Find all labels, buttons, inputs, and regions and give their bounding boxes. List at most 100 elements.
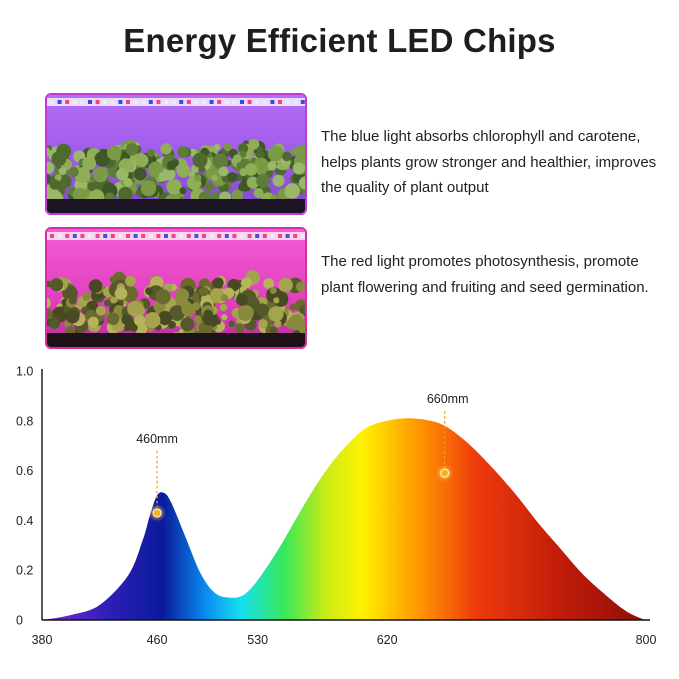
- leaf: [118, 186, 133, 202]
- leaf: [209, 288, 225, 303]
- leaf: [104, 299, 111, 307]
- leaf: [127, 301, 143, 317]
- blue-light-plant-photo: [45, 93, 307, 215]
- planter-tray: [47, 333, 305, 347]
- leaf: [237, 304, 254, 321]
- leaf: [231, 189, 244, 202]
- leaf: [269, 287, 277, 294]
- leaf: [233, 154, 242, 163]
- leaf: [124, 324, 131, 331]
- leaf: [144, 312, 161, 329]
- led-chip: [110, 234, 115, 238]
- leaf: [289, 303, 297, 311]
- annotation-point: [440, 468, 450, 478]
- led-chip: [156, 100, 161, 104]
- led-chip: [72, 100, 77, 104]
- led-chip: [240, 234, 244, 238]
- led-chip: [164, 234, 168, 238]
- leaf: [121, 314, 132, 325]
- led-chip: [240, 100, 244, 104]
- leaf: [211, 174, 218, 181]
- led-chip: [278, 234, 282, 238]
- led-chip: [232, 234, 237, 238]
- leaf: [269, 326, 278, 335]
- x-tick-label: 530: [247, 633, 268, 647]
- led-chip: [293, 234, 298, 238]
- leaf: [241, 277, 252, 289]
- led-chip: [217, 234, 222, 238]
- leaf: [145, 287, 153, 295]
- led-chip: [148, 100, 153, 104]
- leaf: [87, 316, 99, 328]
- led-chip: [95, 100, 100, 104]
- led-chip: [300, 234, 305, 238]
- leaf: [169, 305, 186, 321]
- led-chip: [247, 234, 252, 238]
- led-chip: [171, 234, 176, 238]
- leaf: [82, 292, 91, 301]
- led-chip: [103, 234, 108, 238]
- led-strip: [47, 98, 305, 106]
- leaf: [54, 174, 62, 182]
- leaf: [50, 316, 58, 325]
- leaf: [47, 308, 53, 320]
- leaf: [47, 188, 61, 202]
- led-chip: [255, 100, 260, 104]
- led-chip: [270, 234, 275, 238]
- leaf: [284, 183, 300, 199]
- leaf: [158, 171, 169, 182]
- leaf: [258, 166, 266, 175]
- leaf: [194, 315, 202, 323]
- leaf: [267, 161, 277, 171]
- led-chip: [118, 234, 123, 238]
- leaf: [133, 314, 146, 326]
- leaf: [168, 321, 176, 329]
- led-chip: [57, 234, 62, 238]
- led-chip: [186, 234, 191, 238]
- leaf: [234, 323, 245, 334]
- leaf: [238, 143, 249, 154]
- led-chip: [255, 234, 260, 238]
- leaf: [255, 150, 265, 160]
- page-title: Energy Efficient LED Chips: [123, 22, 556, 59]
- led-chip: [209, 100, 214, 104]
- leaf: [202, 313, 215, 326]
- planter-tray: [47, 199, 305, 213]
- leaf: [68, 296, 77, 305]
- leaf: [51, 151, 67, 167]
- led-chip: [110, 100, 115, 104]
- leaf: [177, 146, 189, 158]
- leaf: [130, 324, 138, 332]
- led-chip: [57, 100, 62, 104]
- led-chip: [65, 234, 70, 238]
- annotation-label: 660mm: [427, 392, 469, 406]
- led-chip: [247, 100, 252, 104]
- leaf: [256, 303, 269, 317]
- led-chip: [118, 100, 123, 104]
- leaf: [175, 288, 190, 303]
- leaf: [87, 181, 97, 191]
- leaf: [123, 178, 133, 187]
- leaf: [214, 143, 221, 151]
- leaf: [267, 145, 284, 162]
- led-chip: [285, 234, 290, 238]
- leaf: [204, 181, 215, 192]
- led-chip: [156, 234, 161, 238]
- led-chip: [202, 100, 206, 104]
- leaf: [146, 148, 155, 157]
- leaf: [299, 305, 305, 315]
- led-chip: [179, 100, 184, 104]
- leaf: [282, 151, 292, 162]
- leaf: [295, 281, 305, 292]
- leaf: [288, 314, 305, 331]
- leaf: [95, 305, 106, 316]
- leaf: [263, 278, 275, 290]
- led-chip: [293, 100, 298, 104]
- led-chip: [148, 234, 153, 238]
- x-tick-label: 620: [377, 633, 398, 647]
- leaf: [180, 317, 195, 332]
- leaf: [239, 168, 248, 177]
- red-light-description: The red light promotes photosynthesis, p…: [321, 253, 649, 296]
- led-chip: [80, 234, 85, 238]
- leaf: [227, 172, 238, 183]
